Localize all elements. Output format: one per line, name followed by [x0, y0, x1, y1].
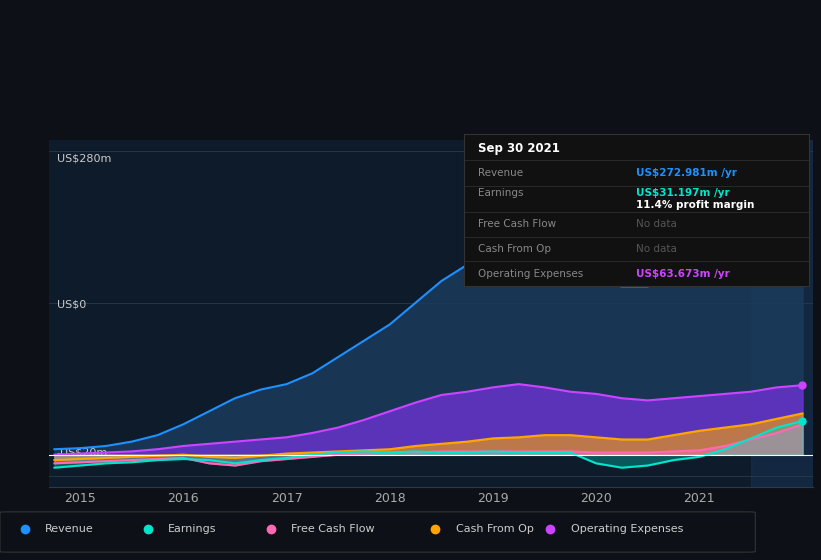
Text: US$272.981m /yr: US$272.981m /yr	[636, 168, 737, 178]
Text: -US$20m: -US$20m	[57, 447, 108, 458]
Text: Free Cash Flow: Free Cash Flow	[291, 524, 375, 534]
Text: US$0: US$0	[57, 300, 86, 310]
Bar	[751, 140, 813, 487]
Text: Cash From Op: Cash From Op	[456, 524, 534, 534]
Text: Revenue: Revenue	[478, 168, 523, 178]
Text: No data: No data	[636, 218, 677, 228]
Text: US$31.197m /yr: US$31.197m /yr	[636, 188, 730, 198]
Text: 11.4% profit margin: 11.4% profit margin	[636, 200, 754, 209]
Text: Operating Expenses: Operating Expenses	[478, 268, 583, 278]
Text: US$280m: US$280m	[57, 154, 112, 164]
Text: No data: No data	[636, 244, 677, 254]
Text: Sep 30 2021: Sep 30 2021	[478, 142, 560, 155]
Text: Earnings: Earnings	[168, 524, 217, 534]
Text: Operating Expenses: Operating Expenses	[571, 524, 683, 534]
Text: Revenue: Revenue	[45, 524, 94, 534]
Text: Cash From Op: Cash From Op	[478, 244, 551, 254]
Text: Free Cash Flow: Free Cash Flow	[478, 218, 556, 228]
Text: Earnings: Earnings	[478, 188, 523, 198]
Text: US$63.673m /yr: US$63.673m /yr	[636, 268, 730, 278]
